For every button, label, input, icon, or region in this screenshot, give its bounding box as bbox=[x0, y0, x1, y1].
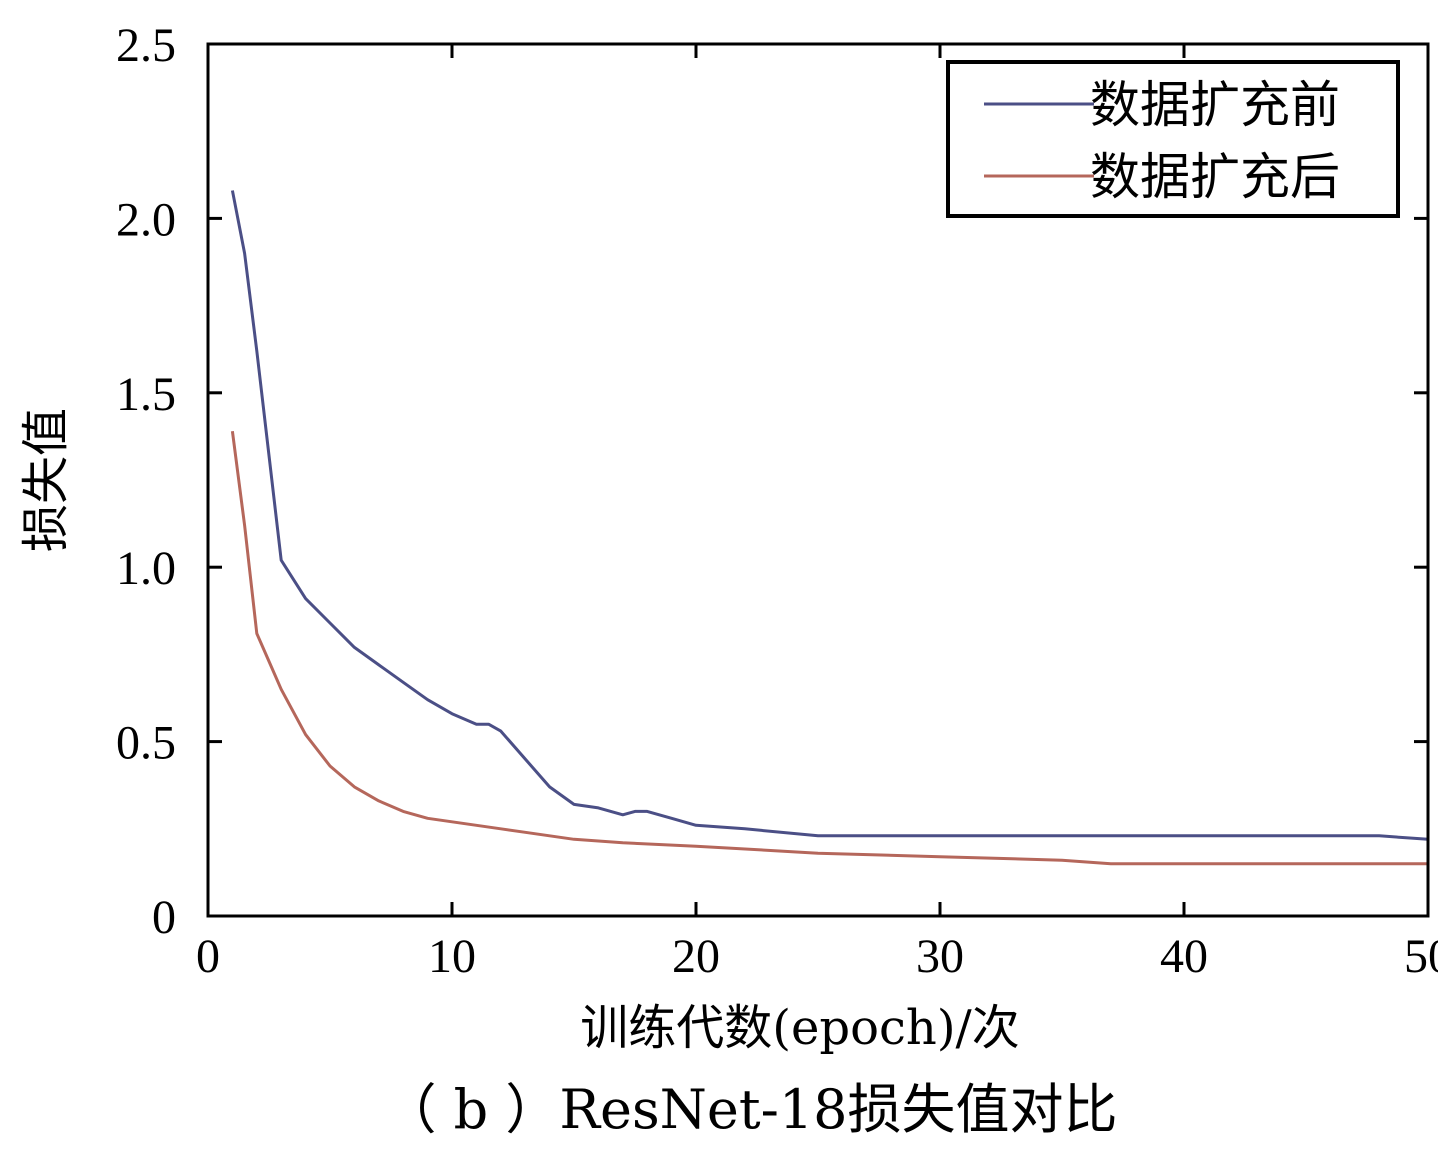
y-tick-label: 2.5 bbox=[116, 19, 176, 72]
y-tick-label: 0 bbox=[152, 891, 176, 944]
legend-box bbox=[946, 60, 1400, 218]
series-line-0 bbox=[230, 190, 1429, 841]
legend: 数据扩充前 数据扩充后 bbox=[946, 60, 1400, 218]
x-tick-label: 30 bbox=[916, 930, 964, 983]
ticks-layer: 0 10 20 30 40 50 0 0.5 1.0 1.5 2.0 2.5 bbox=[116, 19, 1438, 983]
y-tick-label: 1.0 bbox=[116, 542, 176, 595]
series-line-1 bbox=[230, 431, 1428, 866]
legend-label-after: 数据扩充后 bbox=[1090, 148, 1340, 206]
x-tick-label: 50 bbox=[1404, 930, 1438, 983]
x-tick-label: 10 bbox=[428, 930, 476, 983]
plot-frame bbox=[206, 42, 1430, 918]
y-tick-label: 0.5 bbox=[116, 717, 176, 770]
x-axis-label: 训练代数(epoch)/次 bbox=[580, 1000, 1019, 1056]
x-tick-label: 40 bbox=[1160, 930, 1208, 983]
legend-label-before: 数据扩充前 bbox=[1090, 76, 1340, 134]
y-axis-label: 损失值 bbox=[18, 408, 74, 552]
figure-caption: （ b ）ResNet-18损失值对比 bbox=[382, 1078, 1117, 1141]
x-tick-label: 20 bbox=[672, 930, 720, 983]
y-tick-label: 1.5 bbox=[116, 368, 176, 421]
x-tick-label: 0 bbox=[196, 930, 220, 983]
y-tick-label: 2.0 bbox=[116, 193, 176, 246]
curves-layer bbox=[230, 190, 1429, 866]
